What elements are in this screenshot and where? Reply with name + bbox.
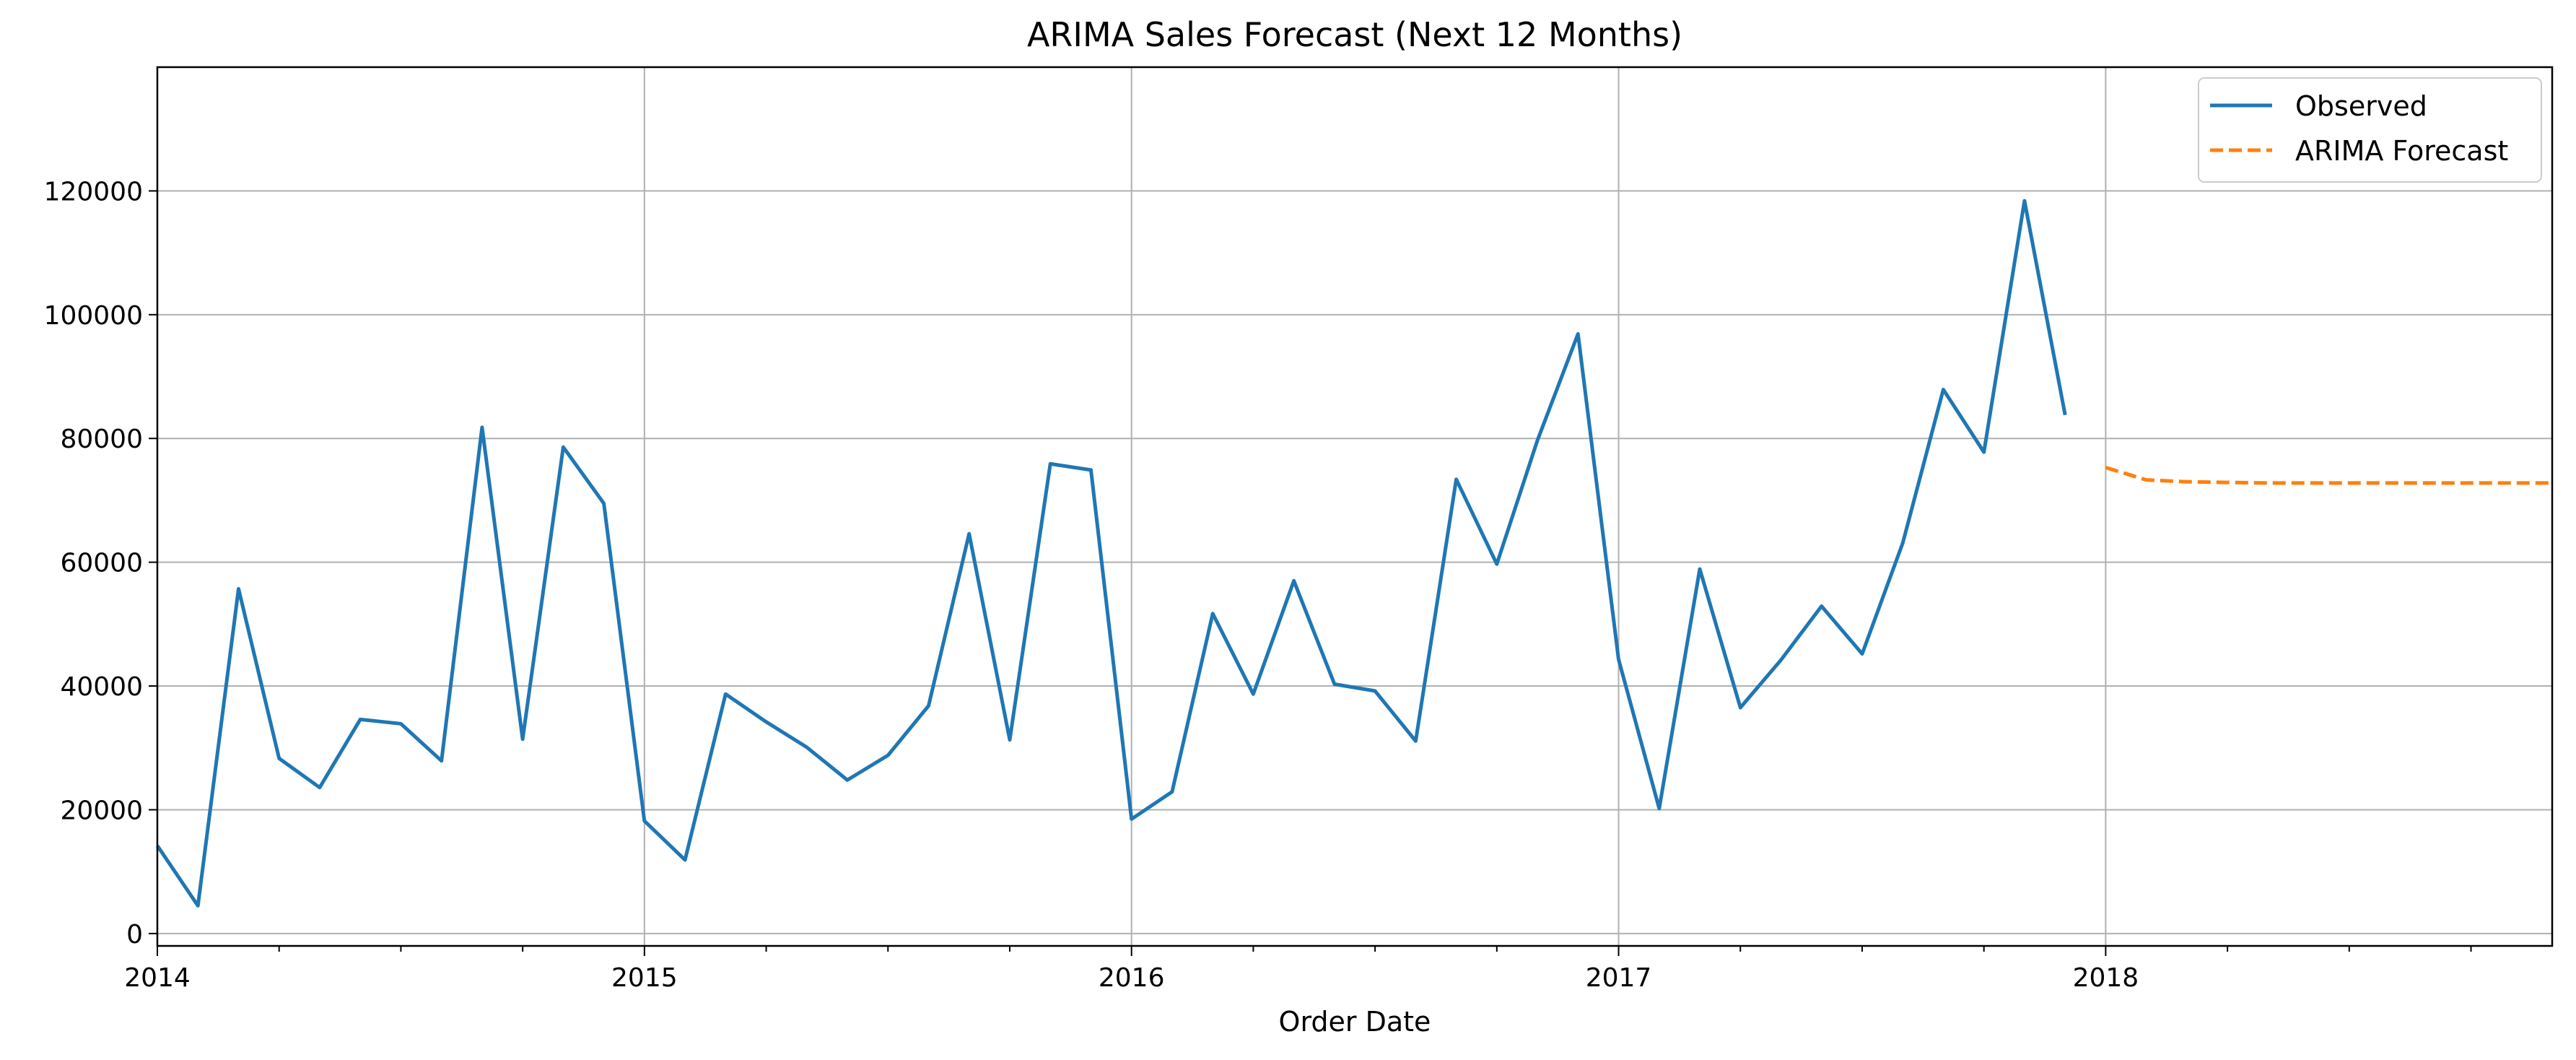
data-point-observed — [439, 758, 445, 764]
data-point-forecast — [2427, 480, 2433, 486]
data-point-observed — [804, 744, 810, 750]
data-point-observed — [601, 500, 607, 506]
data-point-forecast — [2144, 477, 2149, 483]
data-point-observed — [560, 444, 566, 450]
plot-frame — [156, 66, 2554, 947]
data-point-observed — [1819, 604, 1825, 609]
series-line-observed — [155, 199, 2067, 908]
data-point-observed — [1575, 331, 1581, 336]
data-point-observed — [1169, 789, 1175, 795]
y-tick-label: 80000 — [60, 425, 143, 454]
series-line-forecast — [2105, 466, 2552, 485]
grid-lines — [157, 67, 2552, 946]
data-point-observed — [1778, 657, 1784, 663]
x-tick-label: 2018 — [2073, 963, 2139, 993]
data-point-observed — [1494, 561, 1500, 567]
data-point-observed — [764, 719, 769, 725]
data-point-observed — [479, 425, 485, 430]
data-point-observed — [1210, 611, 1215, 617]
legend: Observed ARIMA Forecast — [2198, 77, 2542, 183]
data-point-observed — [1413, 738, 1418, 744]
data-point-observed — [1859, 651, 1865, 657]
y-tick-label: 60000 — [60, 549, 143, 578]
data-point-observed — [1007, 737, 1013, 743]
data-point-forecast — [2184, 479, 2190, 485]
data-point-observed — [1088, 467, 1094, 473]
data-point-observed — [1454, 477, 1459, 482]
data-point-forecast — [2509, 480, 2515, 486]
data-point-forecast — [2306, 480, 2312, 486]
data-point-forecast — [2468, 480, 2474, 486]
data-point-observed — [1047, 461, 1053, 466]
data-point-forecast — [2346, 480, 2352, 486]
y-tick-label: 40000 — [60, 672, 143, 702]
chart-title: ARIMA Sales Forecast (Next 12 Months) — [1027, 15, 1682, 54]
data-point-observed — [885, 752, 891, 758]
y-tick-label: 20000 — [60, 796, 143, 825]
data-point-observed — [1332, 682, 1337, 687]
x-tick-label: 2015 — [611, 963, 678, 993]
x-tick-label: 2016 — [1099, 963, 1165, 993]
data-point-forecast — [2103, 465, 2108, 471]
data-point-forecast — [2265, 480, 2271, 486]
data-point-observed — [357, 716, 363, 722]
data-point-observed — [2022, 198, 2027, 204]
data-point-observed — [276, 755, 282, 761]
data-point-observed — [1981, 449, 1987, 455]
data-point-observed — [682, 857, 688, 863]
axis-ticks: 0 20000 40000 60000 80000 100000 120000 2014 201… — [44, 177, 2472, 993]
data-point-observed — [1129, 816, 1135, 822]
data-point-observed — [1291, 578, 1297, 583]
data-point-forecast — [2224, 479, 2230, 485]
data-point-observed — [1250, 691, 1256, 697]
data-point-observed — [926, 703, 932, 709]
legend-label-forecast: ARIMA Forecast — [2295, 135, 2508, 167]
y-tick-label: 120000 — [44, 177, 143, 207]
legend-box — [2198, 77, 2542, 183]
data-point-forecast — [2387, 480, 2393, 486]
data-point-observed — [398, 721, 403, 726]
series-group — [155, 198, 2552, 908]
data-point-observed — [520, 737, 525, 742]
data-point-observed — [195, 903, 201, 908]
x-axis-label: Order Date — [1279, 1006, 1431, 1038]
data-point-observed — [1534, 438, 1540, 443]
data-point-observed — [966, 531, 972, 536]
data-point-observed — [1372, 688, 1378, 694]
data-point-observed — [236, 586, 242, 592]
data-point-observed — [1737, 705, 1743, 711]
data-point-observed — [722, 691, 728, 697]
data-point-observed — [1940, 387, 1946, 393]
data-point-observed — [1900, 540, 1905, 546]
x-tick-label: 2017 — [1586, 963, 1652, 993]
data-point-observed — [2062, 412, 2068, 418]
y-tick-label: 0 — [126, 920, 143, 950]
data-point-observed — [1656, 806, 1662, 812]
legend-label-observed: Observed — [2295, 90, 2427, 122]
data-point-observed — [1616, 656, 1622, 662]
data-point-observed — [642, 818, 647, 824]
y-tick-label: 100000 — [44, 301, 143, 331]
data-point-observed — [317, 785, 323, 791]
data-point-observed — [844, 777, 850, 783]
x-tick-label: 2014 — [124, 963, 191, 993]
data-point-observed — [1697, 566, 1703, 572]
